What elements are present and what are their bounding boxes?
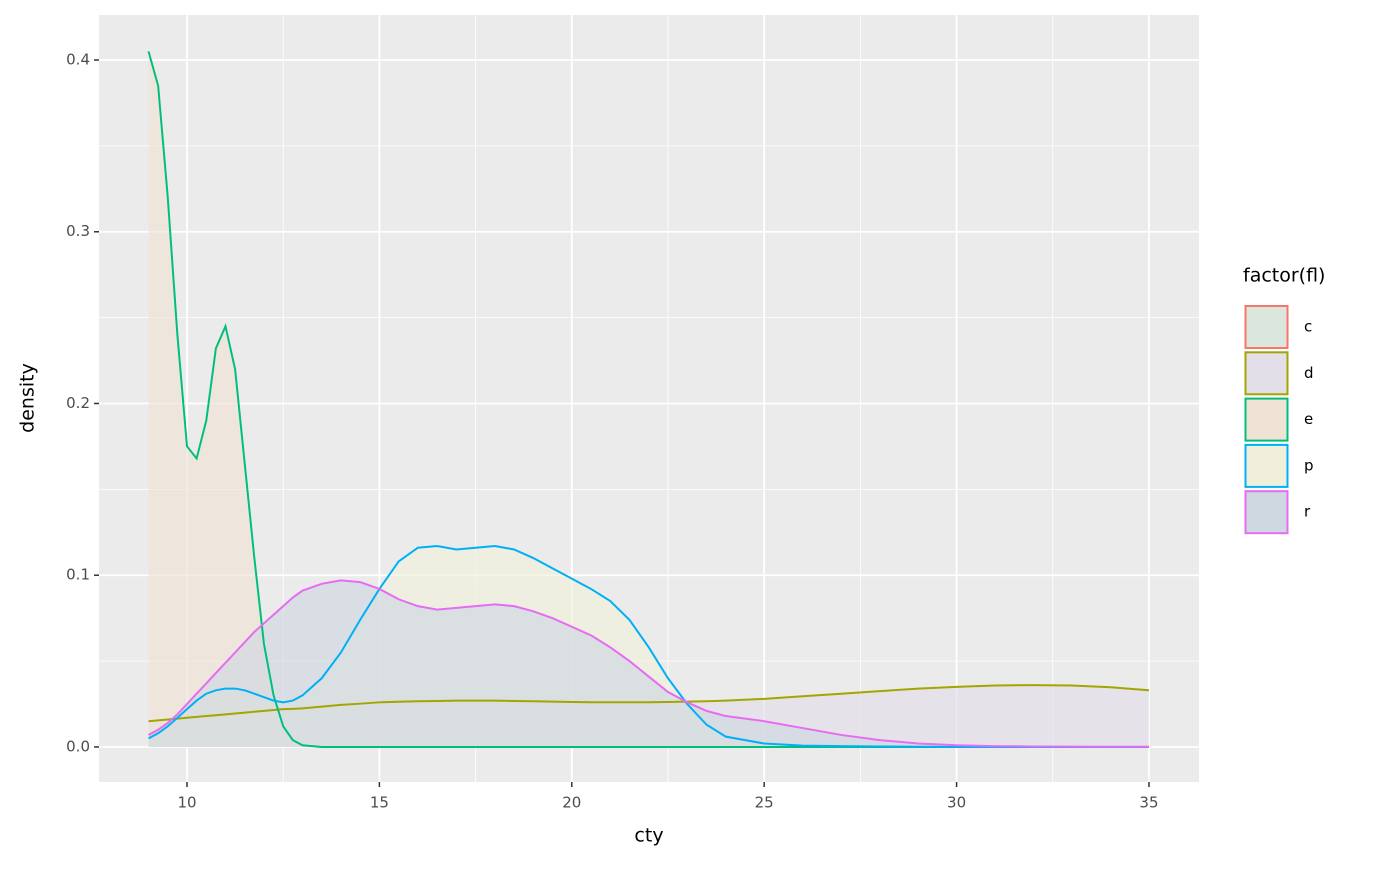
legend-key — [1244, 305, 1289, 349]
y-tick-label: 0.4 — [66, 50, 90, 68]
legend-key — [1244, 351, 1289, 396]
x-tick-label: 25 — [755, 794, 774, 812]
legend-label: d — [1304, 364, 1314, 382]
legend-key — [1244, 490, 1289, 535]
legend-label: r — [1304, 503, 1311, 521]
legend-key — [1244, 443, 1289, 488]
legend-key — [1244, 397, 1289, 442]
x-tick-label: 20 — [562, 794, 581, 812]
y-tick-label: 0.1 — [66, 566, 90, 584]
y-tick-label: 0.3 — [66, 222, 90, 240]
x-tick-label: 30 — [947, 794, 966, 812]
density-line — [148, 579, 1149, 748]
density-line — [148, 684, 1150, 723]
density-area — [148, 580, 1149, 747]
x-axis-title: cty — [634, 825, 663, 847]
x-tick-label: 15 — [370, 794, 389, 812]
y-tick-label: 0.0 — [66, 737, 90, 755]
x-tick-label: 35 — [1139, 794, 1158, 812]
y-axis-title: density — [17, 363, 39, 433]
density-line — [148, 545, 1149, 748]
y-tick-label: 0.2 — [66, 394, 90, 412]
legend-label: p — [1304, 456, 1314, 474]
x-tick-label: 10 — [177, 794, 196, 812]
legend-label: e — [1304, 410, 1313, 428]
legend-title: factor(fl) — [1243, 265, 1325, 287]
legend-label: c — [1304, 318, 1312, 336]
